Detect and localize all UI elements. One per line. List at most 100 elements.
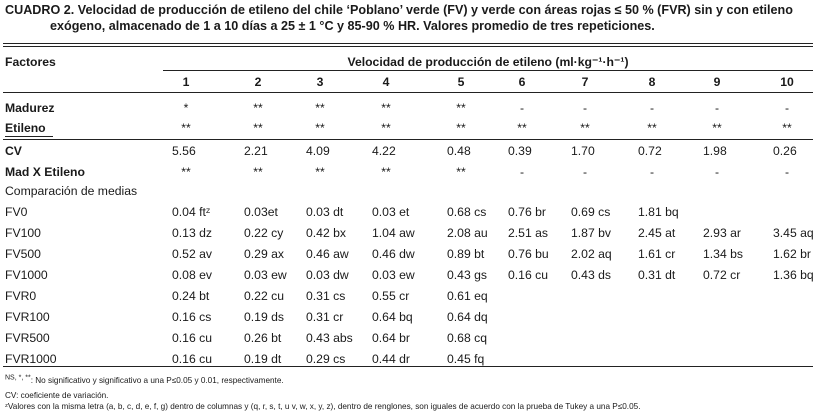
- table-cell: 2.93 ar: [703, 226, 741, 240]
- table-cell: 0.13 dz: [172, 226, 212, 240]
- table-cell: 0.68 cs: [447, 205, 487, 219]
- table-cell: 0.29 cs: [306, 352, 346, 366]
- day-header-7: 7: [581, 75, 589, 89]
- table-cell: 0.08 ev: [172, 268, 212, 282]
- table-cell: 0.24 bt: [172, 289, 210, 303]
- day-header-9: 9: [713, 75, 721, 89]
- table-cell: 0.19 dt: [244, 352, 282, 366]
- table-cell: 0.26: [773, 144, 797, 158]
- table-cell: **: [517, 121, 527, 135]
- table-cell: 0.22 cy: [244, 226, 284, 240]
- day-header-6: 6: [518, 75, 526, 89]
- table-cell: **: [181, 165, 191, 179]
- table-cell: **: [647, 121, 657, 135]
- table-cell: 4.22: [372, 144, 396, 158]
- table-cell: 0.03et: [244, 205, 278, 219]
- table-cell: **: [253, 121, 263, 135]
- table-cell: 1.70: [571, 144, 595, 158]
- table-cell: **: [712, 121, 722, 135]
- table-caption: CUADRO 2. Velocidad de producción de eti…: [5, 2, 813, 34]
- table-cell: -: [649, 165, 655, 179]
- table-cell: 1.81 bq: [638, 205, 679, 219]
- table-cell: **: [315, 101, 325, 115]
- table-cell: 0.31 dt: [638, 268, 676, 282]
- table-cell: **: [181, 121, 191, 135]
- day-header-4: 4: [382, 75, 390, 89]
- table-cell: **: [456, 121, 466, 135]
- table-cell: 1.98: [703, 144, 727, 158]
- table-cell: 0.64 dq: [447, 310, 488, 324]
- table-cell: **: [253, 101, 263, 115]
- table-cell: 5.56: [172, 144, 196, 158]
- table-cell: **: [381, 121, 391, 135]
- cv-top-rule: [3, 139, 813, 140]
- header-bottom-rule: [3, 92, 813, 93]
- table-cell: 0.16 cu: [172, 352, 212, 366]
- table-cell: **: [315, 165, 325, 179]
- table-cell: 0.04 ftᶻ: [172, 205, 211, 219]
- row-label: FV500: [5, 247, 41, 261]
- etileno-underline: [5, 136, 53, 137]
- table-cell: 1.36 bq: [773, 268, 814, 282]
- table-cell: 0.76 br: [508, 205, 546, 219]
- group-header: Velocidad de producción de etileno (ml·k…: [347, 55, 629, 69]
- table-cell: -: [519, 165, 525, 179]
- table-cell: 0.69 cs: [571, 205, 611, 219]
- table-cell: 0.22 cu: [244, 289, 284, 303]
- row-label: FV0: [5, 205, 28, 219]
- day-header-10: 10: [780, 75, 794, 89]
- group-header-rule: [163, 70, 813, 71]
- row-label: FV100: [5, 226, 41, 240]
- table-cell: 4.09: [306, 144, 330, 158]
- table-cell: 0.26 bt: [244, 331, 282, 345]
- table-cell: 2.45 at: [638, 226, 676, 240]
- table-cell: 0.16 cs: [172, 310, 212, 324]
- footnote-cv: CV: coeficiente de variación.: [5, 391, 109, 400]
- table-cell: -: [714, 101, 720, 115]
- caption-line-1: CUADRO 2. Velocidad de producción de eti…: [5, 3, 793, 17]
- table-cell: 0.03 dt: [306, 205, 344, 219]
- significance-text: : No significativo y significativo a una…: [30, 376, 284, 385]
- table-cell: -: [784, 165, 790, 179]
- table-cell: 0.61 eq: [447, 289, 488, 303]
- table-cell: 0.72: [638, 144, 662, 158]
- day-header-1: 1: [182, 75, 190, 89]
- table-cell: **: [315, 121, 325, 135]
- table-cell: 0.16 cu: [172, 331, 212, 345]
- table-cell: 0.68 cq: [447, 331, 487, 345]
- day-header-3: 3: [316, 75, 324, 89]
- table-cell: 2.02 aq: [571, 247, 612, 261]
- factores-header: Factores: [5, 55, 56, 69]
- table-cell: 0.03 et: [372, 205, 410, 219]
- table-cell: 0.44 dr: [372, 352, 410, 366]
- table-cell: **: [381, 165, 391, 179]
- caption-line-2: exógeno, almacenado de 1 a 10 días a 25 …: [50, 19, 655, 33]
- table-cell: -: [519, 101, 525, 115]
- table-cell: *: [183, 101, 189, 115]
- row-label: FVR1000: [5, 352, 57, 366]
- footnote-significance: NS, *, **: No significativo y significat…: [5, 374, 284, 386]
- table-cell: 0.31 cs: [306, 289, 346, 303]
- row-label: Madurez: [5, 101, 55, 115]
- table-cell: 3.45 aq: [773, 226, 814, 240]
- row-label: Comparación de medias: [5, 184, 138, 198]
- table-cell: 0.72 cr: [703, 268, 741, 282]
- table-top-rule: [3, 43, 813, 44]
- table-cell: 2.51 as: [508, 226, 548, 240]
- table-cell: 1.87 bv: [571, 226, 611, 240]
- table-cell: 0.64 br: [372, 331, 410, 345]
- table-bottom-rule: [3, 366, 813, 367]
- table-cell: 0.43 gs: [447, 268, 487, 282]
- footnote-tukey: ᶻValores con la misma letra (a, b, c, d,…: [5, 402, 641, 411]
- table-cell: 1.61 cr: [638, 247, 676, 261]
- table-cell: **: [456, 101, 466, 115]
- table-cell: 0.48: [447, 144, 471, 158]
- table-cell: **: [381, 101, 391, 115]
- table-cell: -: [582, 165, 588, 179]
- row-label: FVR0: [5, 289, 37, 303]
- row-label: CV: [5, 144, 22, 158]
- table-cell: -: [649, 101, 655, 115]
- table-cell: 0.03 dw: [306, 268, 349, 282]
- table-cell: 0.03 ew: [372, 268, 415, 282]
- table-cell: 0.55 cr: [372, 289, 410, 303]
